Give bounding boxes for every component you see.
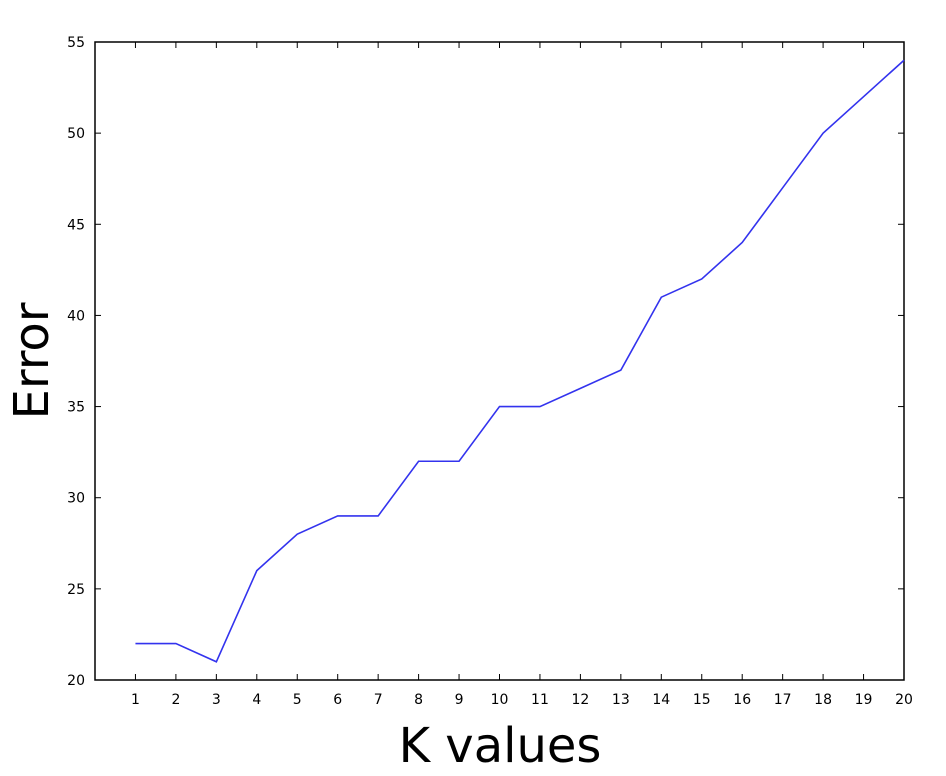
x-axis-title: K values	[399, 718, 602, 774]
y-tick-label: 30	[67, 491, 85, 507]
y-axis: 20 25 30 35 40 45 50 55	[67, 35, 904, 689]
x-tick-label: 15	[693, 692, 711, 708]
x-tick-label: 9	[455, 692, 464, 708]
x-tick-label: 1	[131, 692, 140, 708]
y-tick-label: 20	[67, 673, 85, 689]
x-tick-label: 18	[814, 692, 832, 708]
x-tick-label: 4	[252, 692, 261, 708]
x-tick-label: 14	[652, 692, 670, 708]
series-line	[135, 59, 905, 663]
y-tick-label: 45	[67, 217, 85, 233]
y-tick-label: 50	[67, 126, 85, 142]
x-tick-label: 2	[171, 692, 180, 708]
y-tick-label: 35	[67, 400, 85, 416]
plot-area	[94, 41, 905, 681]
x-axis: 1 2 3 4 5 6 7 8 9 10 11 12 13 14 15 16 17 18 19 20	[131, 42, 913, 708]
y-axis-title: Error	[4, 302, 60, 419]
y-tick-label: 40	[67, 308, 85, 324]
x-tick-label: 3	[212, 692, 221, 708]
x-tick-label: 20	[895, 692, 913, 708]
x-tick-label: 11	[531, 692, 549, 708]
x-tick-label: 6	[333, 692, 342, 708]
x-tick-label: 16	[733, 692, 751, 708]
x-tick-label: 13	[612, 692, 630, 708]
x-tick-label: 10	[491, 692, 509, 708]
y-tick-label: 25	[67, 582, 85, 598]
x-tick-label: 5	[293, 692, 302, 708]
x-tick-label: 19	[855, 692, 873, 708]
x-tick-label: 7	[374, 692, 383, 708]
x-tick-label: 8	[414, 692, 423, 708]
x-tick-label: 17	[774, 692, 792, 708]
y-tick-label: 55	[67, 35, 85, 51]
x-tick-label: 12	[571, 692, 589, 708]
